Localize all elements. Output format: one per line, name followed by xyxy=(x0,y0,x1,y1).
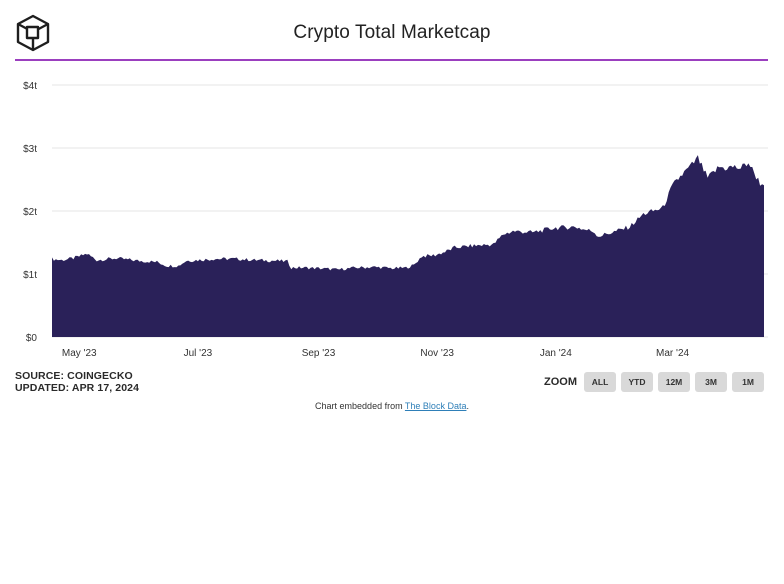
zoom-1m-button[interactable]: 1M xyxy=(732,372,764,392)
x-tick-label: Jan '24 xyxy=(540,348,572,359)
x-axis-ticks: May '23 Jul '23 Sep '23 Nov '23 Jan '24 Mar '… xyxy=(62,348,690,359)
marketcap-area-chart[interactable]: $0 $1t $2t $3t $4t May '23 Jul '23 Sep '23 Nov … xyxy=(0,66,784,366)
zoom-3m-button[interactable]: 3M xyxy=(695,372,727,392)
updated-label: UPDATED: APR 17, 2024 xyxy=(15,382,140,394)
y-tick-label: $0 xyxy=(26,333,38,344)
the-block-data-link[interactable]: The Block Data xyxy=(404,401,467,411)
embed-suffix: . xyxy=(466,401,469,411)
zoom-label: ZOOM xyxy=(544,376,577,388)
chart-title: Crypto Total Marketcap xyxy=(293,22,491,43)
x-tick-label: May '23 xyxy=(62,348,97,359)
y-tick-label: $1t xyxy=(23,270,37,281)
header-divider xyxy=(15,59,768,61)
zoom-12m-button[interactable]: 12M xyxy=(658,372,690,392)
marketcap-area-series xyxy=(52,155,764,337)
embed-credit: Chart embedded from The Block Data. xyxy=(0,401,784,411)
y-tick-label: $3t xyxy=(23,144,37,155)
x-tick-label: Sep '23 xyxy=(302,348,336,359)
y-tick-label: $2t xyxy=(23,207,37,218)
x-tick-label: Mar '24 xyxy=(656,348,689,359)
y-axis-ticks: $0 $1t $2t $3t $4t xyxy=(23,81,37,344)
zoom-ytd-button[interactable]: YTD xyxy=(621,372,653,392)
x-tick-label: Nov '23 xyxy=(420,348,454,359)
source-note: SOURCE: COINGECKO UPDATED: APR 17, 2024 xyxy=(15,370,139,394)
y-tick-label: $4t xyxy=(23,81,37,92)
source-label: SOURCE: COINGECKO xyxy=(15,370,133,382)
zoom-all-button[interactable]: ALL xyxy=(584,372,616,392)
the-block-logo-icon[interactable] xyxy=(14,14,52,52)
embed-prefix: Chart embedded from xyxy=(315,401,405,411)
x-tick-label: Jul '23 xyxy=(184,348,213,359)
